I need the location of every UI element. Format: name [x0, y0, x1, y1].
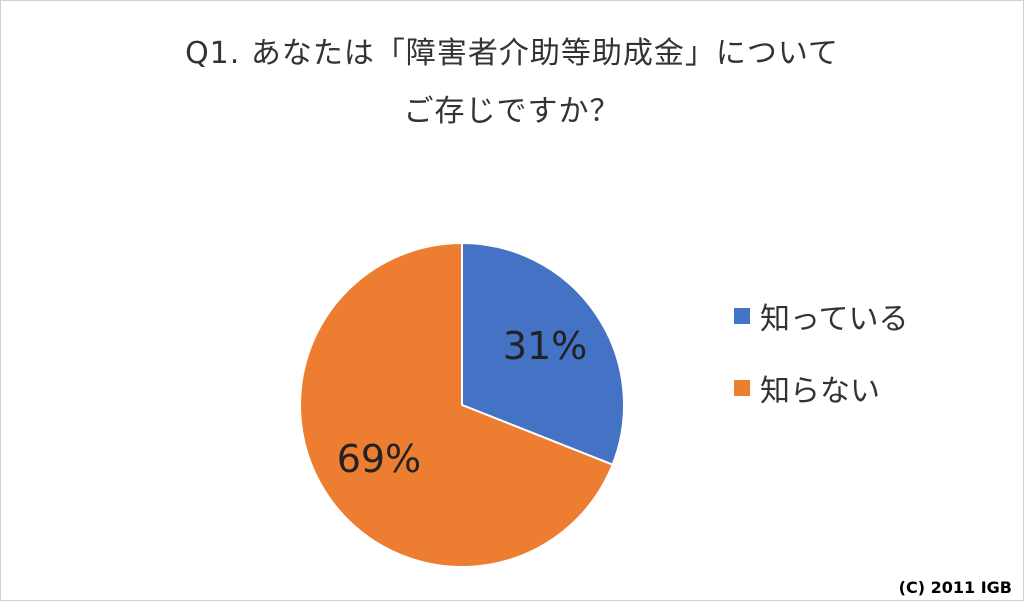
copyright-notice: (C) 2011 IGB [898, 578, 1012, 597]
chart-title-line-2: ご存じですか？ [403, 94, 621, 129]
legend-item-known: 知っている [734, 294, 909, 338]
legend-swatch-unknown [734, 380, 750, 396]
legend-swatch-known [734, 308, 750, 324]
data-label-unknown: 69% [337, 437, 421, 481]
data-label-known: 31% [503, 324, 587, 368]
pie-slice-known [461, 241, 625, 466]
chart-title-line-1: Q1. あなたは「障害者介助等助成金」について [185, 36, 839, 71]
pie-slice-unknown [299, 241, 614, 568]
legend-item-unknown: 知らない [734, 366, 880, 410]
legend-label-known: 知っている [760, 302, 909, 337]
legend-label-unknown: 知らない [760, 374, 880, 409]
